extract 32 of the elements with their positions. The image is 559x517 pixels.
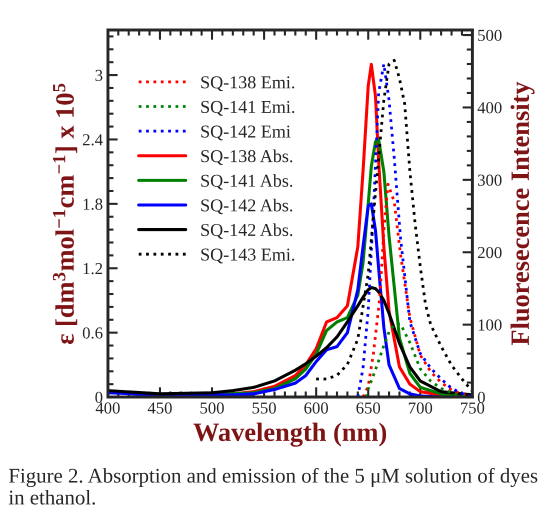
y-tick-label: 3 — [95, 70, 102, 82]
legend-label: SQ-142 Abs. — [201, 223, 292, 239]
x-tick-label: 600 — [304, 402, 328, 414]
y-tick-label: 0.6 — [82, 327, 103, 339]
legend-label: SQ-138 Abs. — [201, 150, 292, 165]
y2-tick-label: 500 — [478, 30, 502, 41]
y2-axis-title: Fluoresecence Intensity — [510, 82, 535, 346]
legend-label: SQ-141 Emi. — [201, 100, 294, 116]
x-tick-label: 500 — [200, 402, 224, 414]
legend-label: SQ-141 Abs. — [201, 174, 292, 190]
y2-tick-label: 300 — [478, 174, 502, 186]
caption: Figure 2. Absorption and emission of the 5 μM solution of dyes in ethanol. — [8, 468, 538, 505]
y-tick-label: 1.8 — [84, 198, 102, 210]
y-tick-label: 1.2 — [84, 263, 102, 274]
y-tick-label: 2.4 — [82, 134, 103, 146]
y-axis-title: ε [dm$^{3}$mol$^{−1}$cm$^{−1}$] x 10$^{5}$ — [52, 84, 78, 344]
y2-tick-label: 200 — [478, 246, 502, 258]
x-tick-label: 650 — [356, 402, 380, 414]
y2-tick-label: 100 — [478, 319, 502, 331]
x-tick-label: 750 — [460, 402, 484, 414]
x-tick-label: 700 — [408, 402, 432, 414]
x-tick-label: 450 — [148, 402, 172, 414]
x-tick-label: 550 — [252, 402, 276, 414]
legend-label: SQ-142 Abs. — [201, 198, 292, 214]
legend-label: SQ-143 Emi. — [201, 248, 294, 264]
legend-label: SQ-142 Emi — [201, 126, 291, 140]
y-tick-label: 0 — [95, 392, 102, 404]
y2-tick-label: 400 — [478, 102, 502, 114]
legend-label: SQ-138 Emi. — [201, 76, 294, 92]
x-axis-title: Wavelength (nm) — [193, 422, 386, 447]
x-tick-label: 400 — [96, 402, 120, 414]
y2-tick-label: 0 — [478, 392, 485, 404]
